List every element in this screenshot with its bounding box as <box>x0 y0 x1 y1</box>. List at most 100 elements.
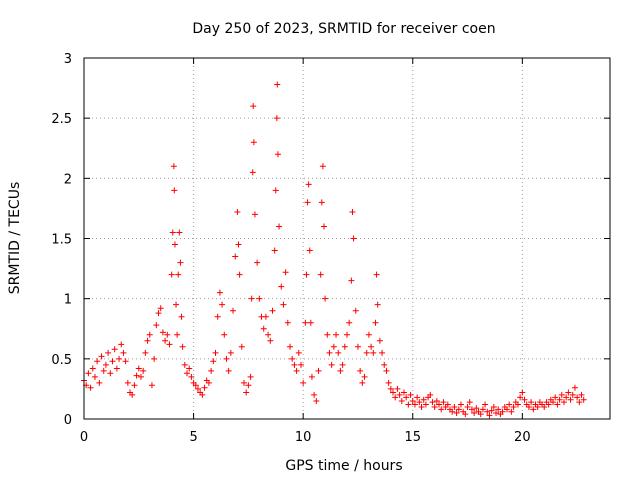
data-point <box>337 367 344 374</box>
data-point <box>282 269 289 276</box>
x-tick-label: 20 <box>514 430 531 445</box>
data-point <box>199 391 206 398</box>
data-point <box>468 406 475 413</box>
data-point <box>295 349 302 356</box>
data-point <box>484 408 491 415</box>
data-point <box>254 259 261 266</box>
data-point <box>318 199 325 206</box>
data-point <box>245 382 252 389</box>
data-point <box>171 187 178 194</box>
data-point <box>146 331 153 338</box>
data-point <box>219 301 226 308</box>
data-point <box>521 396 528 403</box>
data-point <box>479 406 486 413</box>
data-points <box>81 81 587 419</box>
data-point <box>249 169 256 176</box>
data-point <box>116 355 123 362</box>
data-point <box>247 373 254 380</box>
x-tick-label: 5 <box>189 430 197 445</box>
data-point <box>420 396 427 403</box>
data-point <box>235 241 242 248</box>
data-point <box>179 343 186 350</box>
chart-title: Day 250 of 2023, SRMTID for receiver coe… <box>192 21 495 37</box>
data-point <box>157 305 164 312</box>
data-point <box>335 349 342 356</box>
data-point <box>174 331 181 338</box>
data-point <box>271 247 278 254</box>
data-point <box>320 223 327 230</box>
data-point <box>403 394 410 401</box>
data-point <box>87 384 94 391</box>
data-point <box>164 331 171 338</box>
data-point <box>569 391 576 398</box>
data-point <box>449 408 456 415</box>
data-point <box>578 391 585 398</box>
data-point <box>272 187 279 194</box>
data-point <box>359 379 366 386</box>
data-point <box>305 181 312 188</box>
data-point <box>400 389 407 396</box>
data-point <box>486 412 493 419</box>
y-tick-label: 0.5 <box>51 353 72 368</box>
data-point <box>169 229 176 236</box>
data-point <box>416 399 423 406</box>
data-point <box>201 384 208 391</box>
data-point <box>176 229 183 236</box>
data-point <box>144 337 151 344</box>
data-point <box>422 401 429 408</box>
data-point <box>438 406 445 413</box>
data-point <box>135 365 142 372</box>
data-point <box>528 399 535 406</box>
data-point <box>376 337 383 344</box>
data-point <box>514 401 521 408</box>
data-point <box>96 379 103 386</box>
data-point <box>418 403 425 410</box>
data-point <box>181 361 188 368</box>
data-point <box>170 163 177 170</box>
data-point <box>284 319 291 326</box>
data-point <box>131 382 138 389</box>
data-point <box>212 349 219 356</box>
data-point <box>107 370 114 377</box>
data-point <box>392 394 399 401</box>
data-point <box>503 406 510 413</box>
data-point <box>175 271 182 278</box>
data-point <box>383 367 390 374</box>
data-point <box>414 394 421 401</box>
x-tick-label: 0 <box>80 430 88 445</box>
data-point <box>457 401 464 408</box>
x-tick-label: 15 <box>404 430 421 445</box>
data-point <box>274 151 281 158</box>
y-tick-label: 1 <box>64 293 72 308</box>
data-point <box>525 403 532 410</box>
data-point <box>473 405 480 412</box>
data-point <box>429 399 436 406</box>
data-point <box>232 253 239 260</box>
data-point <box>407 391 414 398</box>
data-point <box>155 310 162 317</box>
data-point <box>506 401 513 408</box>
data-point <box>289 355 296 362</box>
data-point <box>171 241 178 248</box>
data-point <box>477 411 484 418</box>
data-point <box>129 391 136 398</box>
data-point <box>188 373 195 380</box>
data-point <box>278 283 285 290</box>
data-point <box>302 319 309 326</box>
data-point <box>262 313 269 320</box>
data-point <box>269 307 276 314</box>
data-point <box>124 379 131 386</box>
data-point <box>142 349 149 356</box>
data-point <box>250 139 257 146</box>
data-point <box>344 331 350 338</box>
data-point <box>265 331 272 338</box>
data-point <box>256 295 263 302</box>
data-point <box>120 349 127 356</box>
data-point <box>177 259 184 266</box>
data-point <box>100 367 107 374</box>
data-point <box>276 223 283 230</box>
data-point <box>98 353 105 360</box>
data-point <box>348 277 355 284</box>
data-point <box>405 401 412 408</box>
data-point <box>118 341 125 348</box>
